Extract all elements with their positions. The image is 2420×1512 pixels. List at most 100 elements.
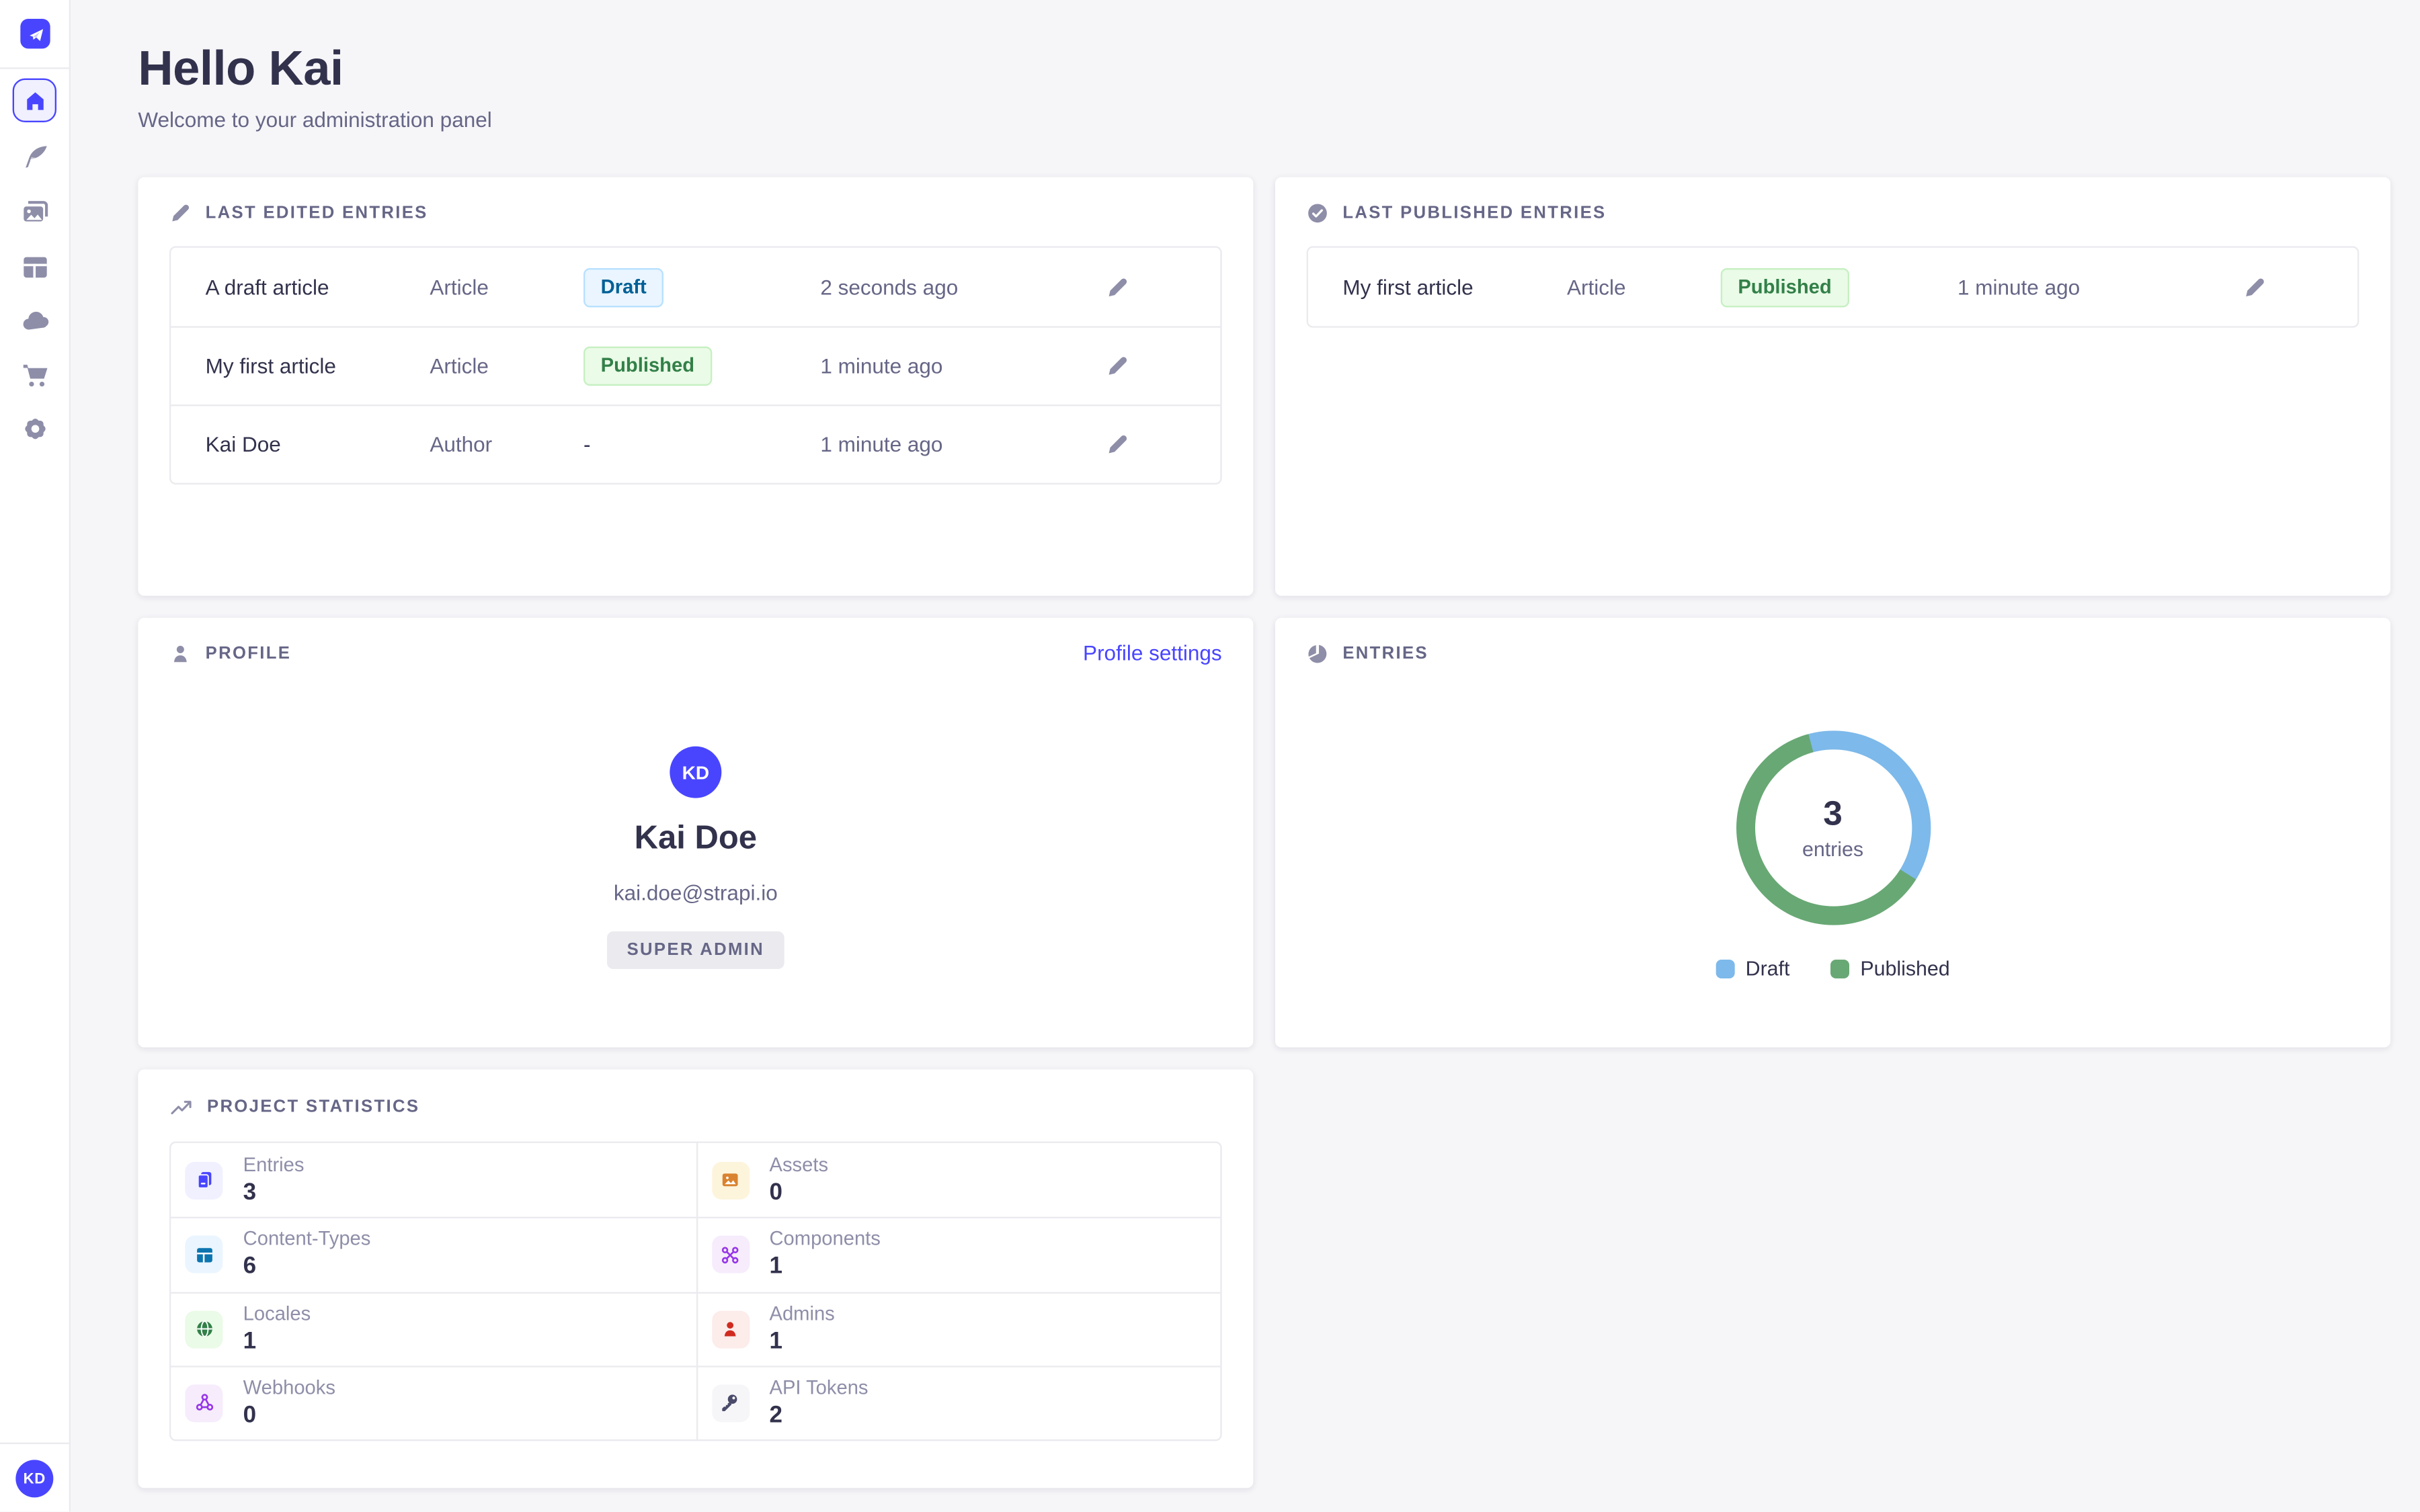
entries-count: 3: [1823, 792, 1843, 832]
pencil-icon: [1108, 357, 1127, 375]
sidebar-item-settings[interactable]: [19, 413, 50, 444]
picture-icon: [711, 1161, 750, 1200]
stat-assets: Assets 0: [695, 1142, 1220, 1218]
stat-api-tokens: API Tokens 2: [695, 1365, 1221, 1439]
sidebar-item-content-type-builder[interactable]: [19, 251, 50, 282]
feather-icon: [24, 145, 46, 167]
card-header: ENTRIES: [1307, 643, 1428, 665]
entry-name: My first article: [205, 354, 336, 378]
edit-entry-button[interactable]: [1100, 348, 1136, 384]
last-published-entries-card: LAST PUBLISHED ENTRIES My first article …: [1275, 177, 2390, 596]
pencil-icon: [1108, 278, 1127, 296]
stat-webhooks: Webhooks 0: [171, 1365, 696, 1439]
stat-components: Components 1: [695, 1217, 1221, 1292]
card-header: PROFILE: [169, 643, 291, 665]
legend-label: Published: [1860, 956, 1950, 980]
sidebar-item-media-library[interactable]: [19, 196, 50, 228]
documents-icon: [185, 1161, 223, 1200]
table-row: My first article Article Published 1 min…: [171, 326, 1221, 405]
entries-chart-card: ENTRIES 3 entries Draft Published: [1275, 618, 2390, 1048]
trending-up-icon: [171, 1101, 192, 1115]
project-statistics-card: PROJECT STATISTICS Entries 3: [138, 1069, 1254, 1488]
legend-item-draft: Draft: [1716, 956, 1789, 980]
stat-label: Entries: [243, 1153, 305, 1176]
page-header: Hello Kai Welcome to your administration…: [138, 41, 491, 132]
legend-item-published: Published: [1830, 956, 1950, 980]
stat-label: Components: [769, 1228, 881, 1251]
entry-time: 1 minute ago: [820, 432, 943, 456]
status-empty: -: [583, 432, 591, 456]
profile-email: kai.doe@strapi.io: [613, 881, 778, 905]
edit-entry-button[interactable]: [1100, 269, 1136, 305]
pencil-icon: [2246, 278, 2264, 296]
status-badge: Draft: [583, 267, 664, 307]
stat-label: Webhooks: [243, 1376, 335, 1399]
stat-label: Assets: [769, 1153, 829, 1176]
person-icon: [173, 645, 187, 663]
globe-icon: [185, 1310, 223, 1348]
pencil-icon: [1108, 435, 1127, 454]
pie-chart-icon: [1308, 644, 1327, 663]
cloud-icon: [22, 310, 48, 329]
stat-value: 3: [243, 1178, 257, 1206]
page-title: Hello Kai: [138, 40, 344, 96]
role-badge: SUPER ADMIN: [606, 931, 785, 969]
edit-entry-button[interactable]: [1100, 427, 1136, 463]
page-subtitle: Welcome to your administration panel: [138, 108, 492, 132]
sidebar-item-content-manager[interactable]: [19, 141, 50, 173]
chart-legend: Draft Published: [1275, 956, 2390, 980]
stat-value: 1: [243, 1327, 257, 1355]
published-swatch: [1830, 958, 1850, 978]
check-circle-icon: [1308, 204, 1327, 223]
layout-icon: [23, 256, 46, 277]
draft-swatch: [1716, 958, 1735, 978]
donut-chart: 3 entries: [1275, 730, 2390, 925]
card-title: LAST PUBLISHED ENTRIES: [1342, 204, 1607, 223]
cart-icon: [22, 364, 47, 386]
key-icon: [711, 1384, 750, 1423]
pencil-icon: [172, 204, 190, 222]
entry-type: Article: [430, 275, 489, 299]
entry-time: 2 seconds ago: [820, 275, 959, 299]
sidebar-item-deploy[interactable]: [19, 304, 50, 336]
stat-value: 0: [769, 1178, 782, 1206]
entry-time: 1 minute ago: [1957, 275, 2081, 299]
stat-label: Admins: [769, 1302, 835, 1325]
table-row: Kai Doe Author - 1 minute ago: [171, 404, 1221, 483]
profile-settings-link[interactable]: Profile settings: [1083, 641, 1222, 665]
sidebar-divider-bottom: [0, 1442, 69, 1444]
sidebar-item-marketplace[interactable]: [19, 359, 50, 390]
card-title: PROFILE: [205, 644, 292, 663]
profile-card: PROFILE Profile settings KD Kai Doe kai.…: [138, 618, 1254, 1048]
table-row: A draft article Article Draft 2 seconds …: [171, 248, 1220, 327]
card-header: PROJECT STATISTICS: [169, 1095, 419, 1118]
entries-table: My first article Article Published 1 min…: [1306, 246, 2360, 328]
stat-entries: Entries 3: [171, 1143, 695, 1217]
stat-value: 6: [243, 1253, 257, 1280]
stat-content-types: Content-Types 6: [171, 1217, 696, 1291]
status-badge: Published: [583, 346, 712, 386]
user-avatar[interactable]: KD: [15, 1460, 54, 1498]
person-icon: [711, 1310, 750, 1348]
donut-ring: 3 entries: [1735, 730, 1931, 925]
stat-value: 2: [769, 1401, 782, 1429]
strapi-logo[interactable]: [20, 18, 50, 49]
nodes-icon: [185, 1384, 223, 1423]
entries-caption: entries: [1802, 836, 1864, 860]
sidebar-item-home[interactable]: [12, 78, 56, 122]
puzzle-icon: [711, 1236, 750, 1274]
entry-type: Article: [430, 354, 489, 378]
edit-entry-button[interactable]: [2236, 269, 2273, 305]
gear-icon: [24, 417, 45, 439]
avatar: KD: [670, 746, 722, 798]
profile-body: KD Kai Doe kai.doe@strapi.io SUPER ADMIN: [138, 746, 1253, 969]
entry-type: Article: [1566, 275, 1626, 299]
stat-value: 0: [243, 1401, 257, 1429]
last-edited-entries-card: LAST EDITED ENTRIES A draft article Arti…: [138, 177, 1254, 596]
stat-admins: Admins 1: [695, 1291, 1221, 1366]
profile-name: Kai Doe: [634, 820, 758, 856]
entry-name: My first article: [1342, 275, 1474, 299]
legend-label: Draft: [1745, 956, 1790, 980]
stat-locales: Locales 1: [171, 1291, 696, 1365]
